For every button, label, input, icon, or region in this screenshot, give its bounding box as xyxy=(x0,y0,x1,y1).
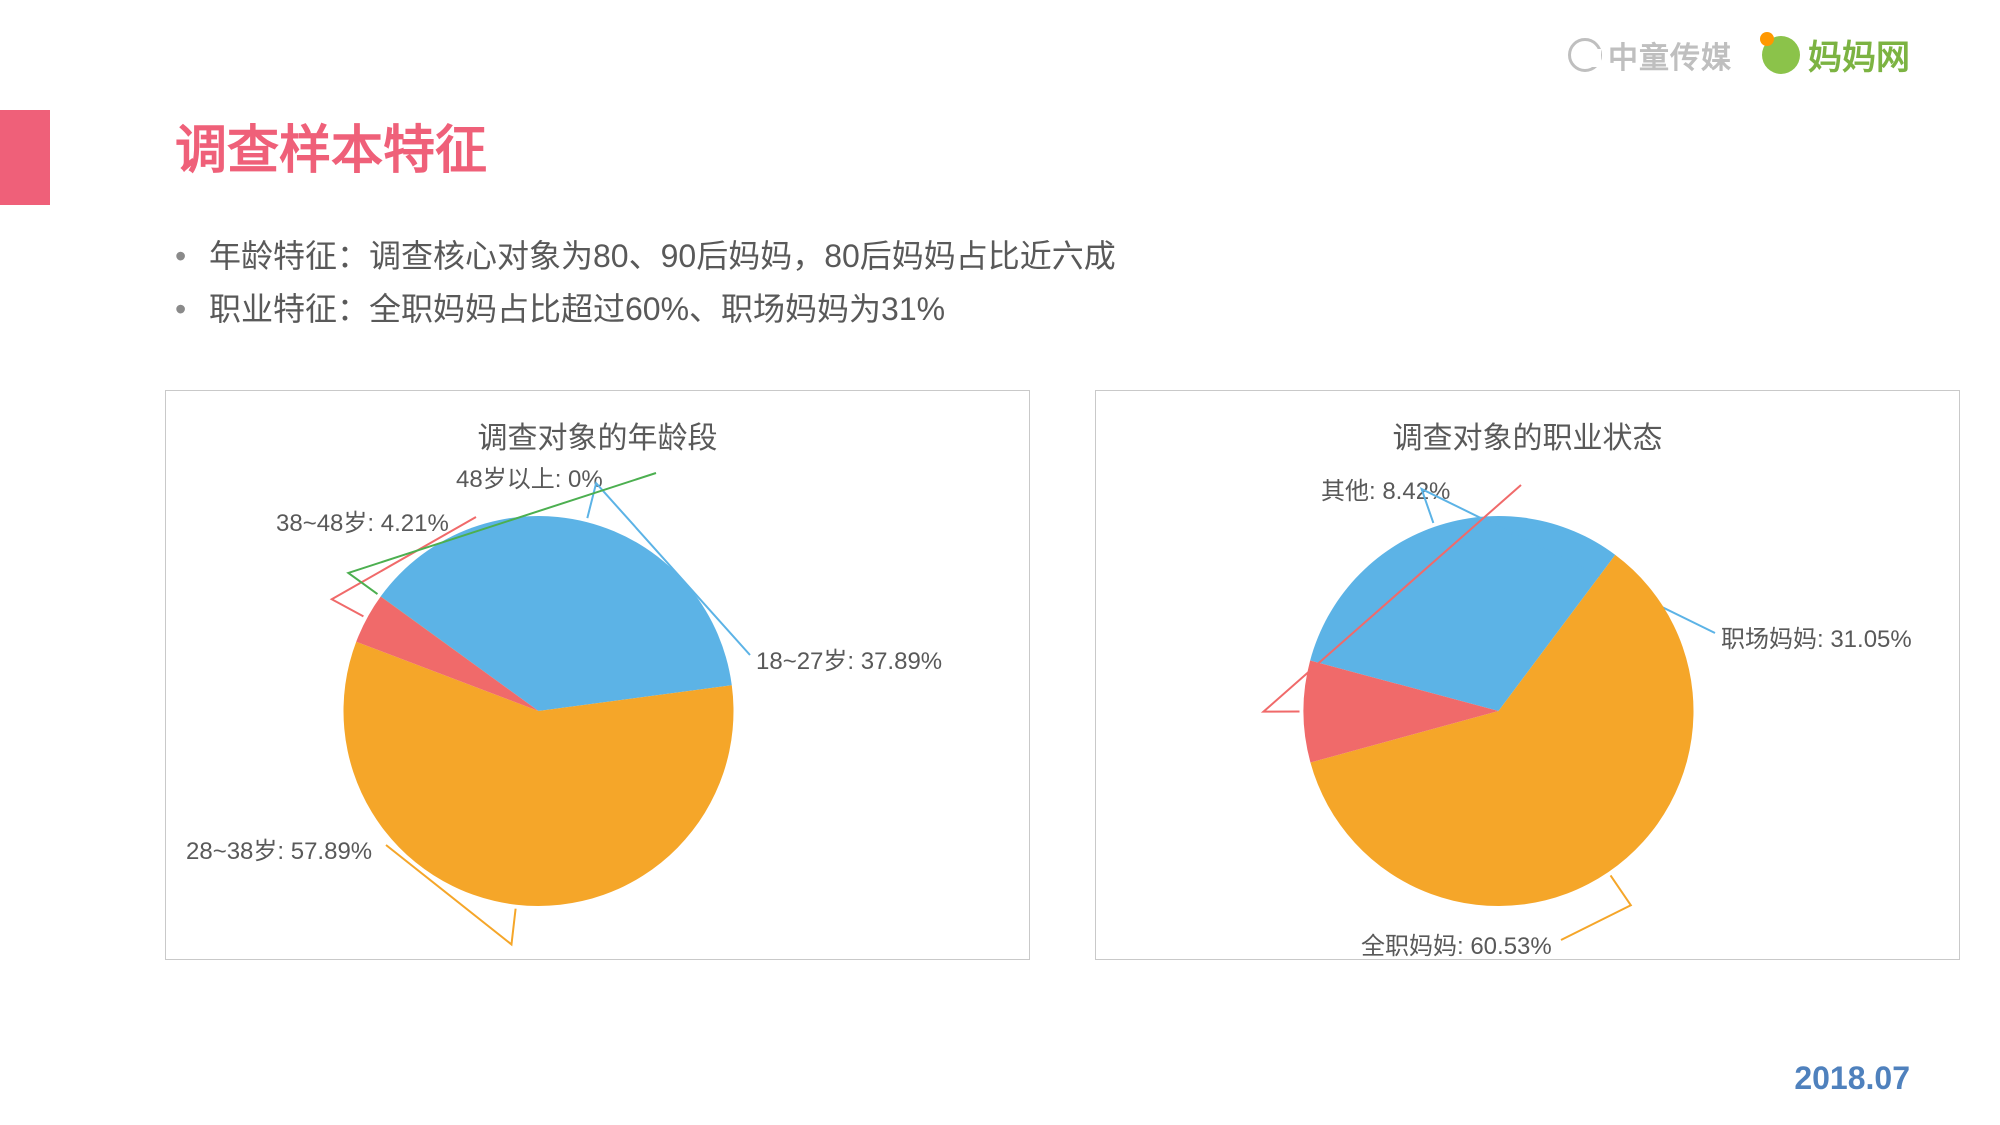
header-logos: 中童传媒 妈妈网 xyxy=(1568,30,1910,79)
page-title: 调查样本特征 xyxy=(175,108,487,183)
footer-date: 2018.07 xyxy=(1794,1060,1910,1097)
leader-line xyxy=(1264,485,1521,712)
logo-mamawang: 妈妈网 xyxy=(1762,30,1910,79)
pie-svg xyxy=(1096,391,1961,961)
pie-label: 38~48岁: 4.21% xyxy=(276,503,449,538)
pie-label: 28~38岁: 57.89% xyxy=(186,831,372,866)
pie-slice xyxy=(356,596,538,711)
pie-label: 其他: 8.42% xyxy=(1321,471,1450,506)
pie-slice xyxy=(381,516,732,711)
pie-slice xyxy=(1310,555,1693,906)
logo-mm-icon xyxy=(1762,36,1800,74)
chart-occupation: 调查对象的职业状态 职场妈妈: 31.05% 全职妈妈: 60.53% 其他: 8.… xyxy=(1095,390,1960,960)
pie-slice xyxy=(1310,516,1615,711)
chart-occupation-title: 调查对象的职业状态 xyxy=(1096,391,1959,457)
leader-line xyxy=(587,483,750,655)
pie-label: 全职妈妈: 60.53% xyxy=(1361,926,1552,961)
pie-label: 48岁以上: 0% xyxy=(456,459,603,494)
charts-row: 调查对象的年龄段 18~27岁: 37.89% 28~38岁: 57.89% 38~… xyxy=(165,390,1960,960)
logo-mm-text: 妈妈网 xyxy=(1808,30,1910,79)
pie-label: 18~27岁: 37.89% xyxy=(756,641,942,676)
accent-bar xyxy=(0,110,50,205)
bullet-item: 年龄特征：调查核心对象为80、90后妈妈，80后妈妈占比近六成 xyxy=(175,230,1116,283)
logo-zt-text: 中童传媒 xyxy=(1608,33,1732,77)
leader-line xyxy=(1561,875,1631,940)
bullet-list: 年龄特征：调查核心对象为80、90后妈妈，80后妈妈占比近六成 职业特征：全职妈… xyxy=(175,230,1116,336)
chart-age-title: 调查对象的年龄段 xyxy=(166,391,1029,457)
leader-line xyxy=(386,845,516,944)
bullet-item: 职业特征：全职妈妈占比超过60%、职场妈妈为31% xyxy=(175,283,1116,336)
chart-age: 调查对象的年龄段 18~27岁: 37.89% 28~38岁: 57.89% 38~… xyxy=(165,390,1030,960)
pie-slice xyxy=(381,596,539,711)
pie-slice xyxy=(344,642,734,906)
pie-slice xyxy=(1304,661,1499,763)
logo-zhongtong: 中童传媒 xyxy=(1568,33,1732,77)
leader-line xyxy=(1422,489,1715,633)
logo-zt-icon xyxy=(1568,38,1602,72)
pie-label: 职场妈妈: 31.05% xyxy=(1721,619,1912,654)
